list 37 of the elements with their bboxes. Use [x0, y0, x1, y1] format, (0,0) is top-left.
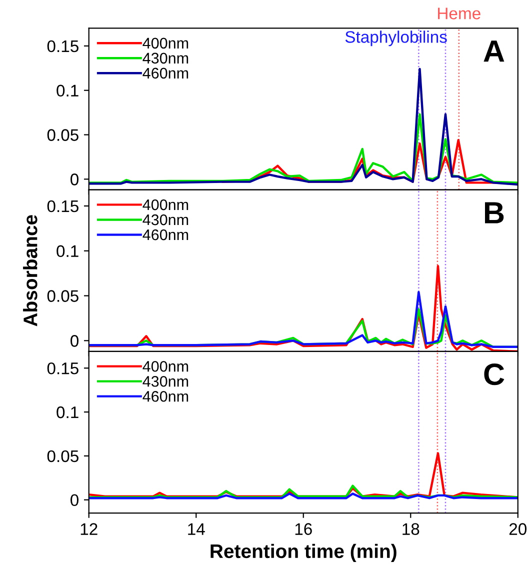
x-tick-label: 20 [509, 523, 527, 535]
legend-label: 460nm [142, 390, 188, 402]
x-tick-label: 18 [402, 523, 420, 535]
ref-line-label: Heme [438, 8, 480, 20]
y-tick-label: 0 [70, 494, 78, 506]
line-series [88, 68, 518, 186]
line-series [88, 484, 518, 498]
chart-title: C [484, 364, 504, 386]
y-tick-label: 0.15 [47, 200, 78, 212]
annotation: Staphylobilins [345, 30, 447, 46]
x-tick-label: 16 [295, 523, 312, 535]
y-tick-label: 0.05 [47, 129, 78, 141]
line-series [88, 113, 518, 184]
legend-label: 460nm [142, 229, 188, 240]
line-series [88, 291, 518, 348]
y-tick-label: 0 [70, 174, 78, 186]
y-tick-label: 0.15 [47, 362, 78, 374]
legend-label: 400nm [142, 38, 188, 49]
y-tick-label: 0.05 [47, 290, 78, 302]
chart-title: B [484, 202, 504, 224]
x-tick-label: 12 [80, 523, 98, 535]
y-tick-label: 0 [70, 335, 78, 347]
y-tick-label: 0.1 [56, 84, 78, 97]
x-tick-label: 14 [188, 523, 205, 535]
y-axis-title: Absorbance [23, 215, 38, 326]
chart-title: A [484, 40, 504, 62]
legend-label: 400nm [142, 199, 188, 210]
legend-label: 430nm [142, 214, 188, 226]
x-axis-title: Retention time (min) [210, 544, 396, 562]
legend-label: 400nm [142, 360, 188, 372]
legend-label: 460nm [142, 68, 188, 79]
y-tick-label: 0.1 [56, 406, 78, 418]
y-tick-label: 0.05 [47, 450, 78, 462]
y-tick-label: 0.15 [47, 40, 78, 52]
legend-label: 430nm [142, 376, 188, 387]
legend-label: 430nm [142, 52, 188, 64]
y-tick-label: 0.1 [56, 245, 78, 258]
